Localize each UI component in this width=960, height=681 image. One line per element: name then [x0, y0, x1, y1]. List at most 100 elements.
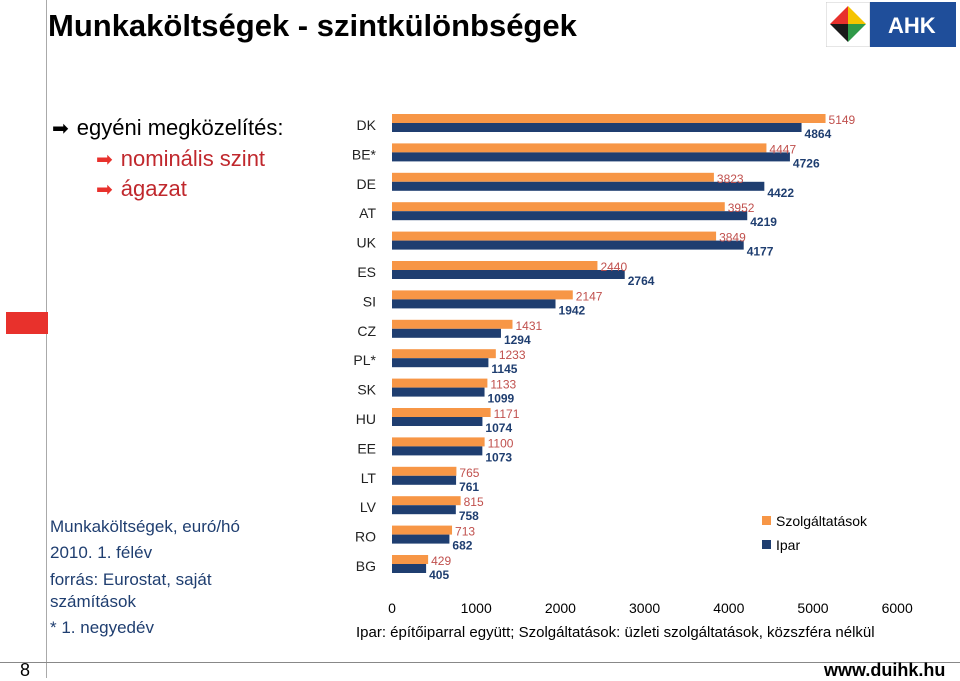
- bar-industry: [392, 299, 556, 309]
- bar-services: [392, 261, 598, 270]
- note-line-4: számítások: [50, 592, 136, 611]
- arrow-icon: ➡: [96, 148, 113, 171]
- arrow-icon: ➡: [52, 117, 69, 140]
- bar-services: [392, 525, 453, 535]
- category-label: SI: [363, 293, 376, 309]
- data-label-industry: 4422: [767, 186, 794, 200]
- data-label-services: 1431: [515, 319, 542, 333]
- category-label: AT: [359, 205, 376, 221]
- bar-services: [392, 231, 717, 241]
- category-label: PL*: [353, 352, 376, 368]
- category-label: DE: [357, 176, 376, 192]
- x-tick-label: 2000: [545, 600, 576, 616]
- category-label: RO: [355, 529, 376, 545]
- note-line-1: Munkaköltségek, euró/hó: [50, 517, 240, 536]
- bar-industry: [392, 123, 802, 132]
- data-label-services: 2440: [600, 260, 627, 274]
- category-label: ES: [357, 264, 376, 280]
- data-label-industry: 758: [459, 509, 479, 523]
- x-tick-label: 3000: [629, 600, 660, 616]
- bar-services: [392, 143, 767, 153]
- data-label-industry: 1099: [488, 392, 515, 406]
- bullet-sub-2: ➡ ágazat: [96, 176, 187, 202]
- bar-services: [392, 555, 429, 564]
- bar-industry: [392, 358, 489, 368]
- x-tick-label: 1000: [461, 600, 492, 616]
- bar-services: [392, 349, 496, 359]
- bar-industry: [392, 505, 456, 515]
- bar-services: [392, 319, 513, 329]
- bullet-main: ➡ egyéni megközelítés:: [52, 115, 283, 141]
- data-label-industry: 1942: [559, 303, 586, 317]
- bar-industry: [392, 387, 485, 397]
- data-label-industry: 1145: [491, 362, 517, 376]
- legend-swatch-services: [762, 516, 771, 525]
- chart-footnote: Ipar: építőiparral együtt; Szolgáltatáso…: [356, 624, 875, 641]
- data-label-industry: 761: [459, 480, 479, 494]
- data-label-services: 1133: [490, 378, 516, 392]
- data-label-industry: 4726: [793, 156, 820, 170]
- data-label-services: 1100: [488, 436, 514, 450]
- bar-industry: [392, 270, 625, 279]
- data-label-industry: 405: [429, 568, 449, 582]
- data-label-services: 713: [455, 525, 475, 539]
- page-number: 8: [20, 660, 31, 680]
- bar-services: [392, 437, 485, 447]
- data-label-services: 765: [459, 466, 479, 480]
- bar-services: [392, 466, 457, 476]
- data-label-industry: 2764: [628, 274, 655, 288]
- category-label: DK: [357, 117, 377, 133]
- category-label: CZ: [357, 323, 376, 339]
- data-label-industry: 1074: [485, 421, 512, 435]
- data-label-services: 1171: [494, 407, 520, 421]
- bar-industry: [392, 152, 790, 162]
- data-label-services: 815: [464, 495, 484, 509]
- note-line-5: * 1. negyedév: [50, 618, 154, 637]
- bullet-sub-1: ➡ nominális szint: [96, 146, 265, 172]
- category-label: LT: [361, 470, 377, 486]
- bar-services: [392, 172, 714, 182]
- bottom-divider: [0, 662, 960, 663]
- bar-services: [392, 290, 573, 300]
- bullet-main-text: egyéni megközelítés:: [76, 115, 284, 140]
- data-label-services: 3823: [717, 172, 744, 186]
- category-label: UK: [357, 235, 377, 251]
- page-title: Munkaköltségek - szintkülönbségek: [48, 8, 577, 43]
- category-label: BG: [356, 558, 376, 574]
- category-label: LV: [360, 499, 377, 515]
- bar-industry: [392, 564, 427, 573]
- data-label-industry: 4864: [805, 127, 832, 141]
- x-tick-label: 4000: [713, 600, 744, 616]
- data-label-services: 3849: [719, 231, 746, 245]
- bar-services: [392, 378, 488, 388]
- bar-industry: [392, 534, 450, 544]
- bar-services: [392, 408, 491, 417]
- data-label-services: 3952: [728, 201, 755, 215]
- data-label-industry: 1294: [504, 333, 531, 347]
- x-tick-label: 5000: [797, 600, 828, 616]
- bar-services: [392, 496, 461, 506]
- category-label: HU: [356, 411, 376, 427]
- bar-industry: [392, 211, 748, 221]
- data-label-industry: 4177: [747, 245, 774, 259]
- data-label-services: 1233: [499, 348, 526, 362]
- legend-swatch-industry: [762, 540, 771, 549]
- ahk-logo: AHK: [826, 2, 956, 47]
- data-label-industry: 682: [452, 539, 472, 553]
- data-label-services: 4447: [769, 142, 796, 156]
- logo-text: AHK: [888, 13, 936, 38]
- data-label-services: 429: [431, 554, 451, 568]
- bar-services: [392, 202, 725, 212]
- bar-industry: [392, 475, 457, 485]
- data-label-services: 2147: [576, 289, 603, 303]
- arrow-icon: ➡: [96, 178, 113, 201]
- bullet-sub-2-text: ágazat: [120, 176, 187, 201]
- footer-url: www.duihk.hu: [824, 660, 946, 680]
- left-divider: [46, 0, 47, 678]
- accent-block: [6, 312, 48, 334]
- category-label: BE*: [352, 146, 377, 162]
- bar-industry: [392, 240, 744, 250]
- data-label-industry: 1073: [485, 450, 512, 464]
- note-line-2: 2010. 1. félév: [50, 543, 153, 562]
